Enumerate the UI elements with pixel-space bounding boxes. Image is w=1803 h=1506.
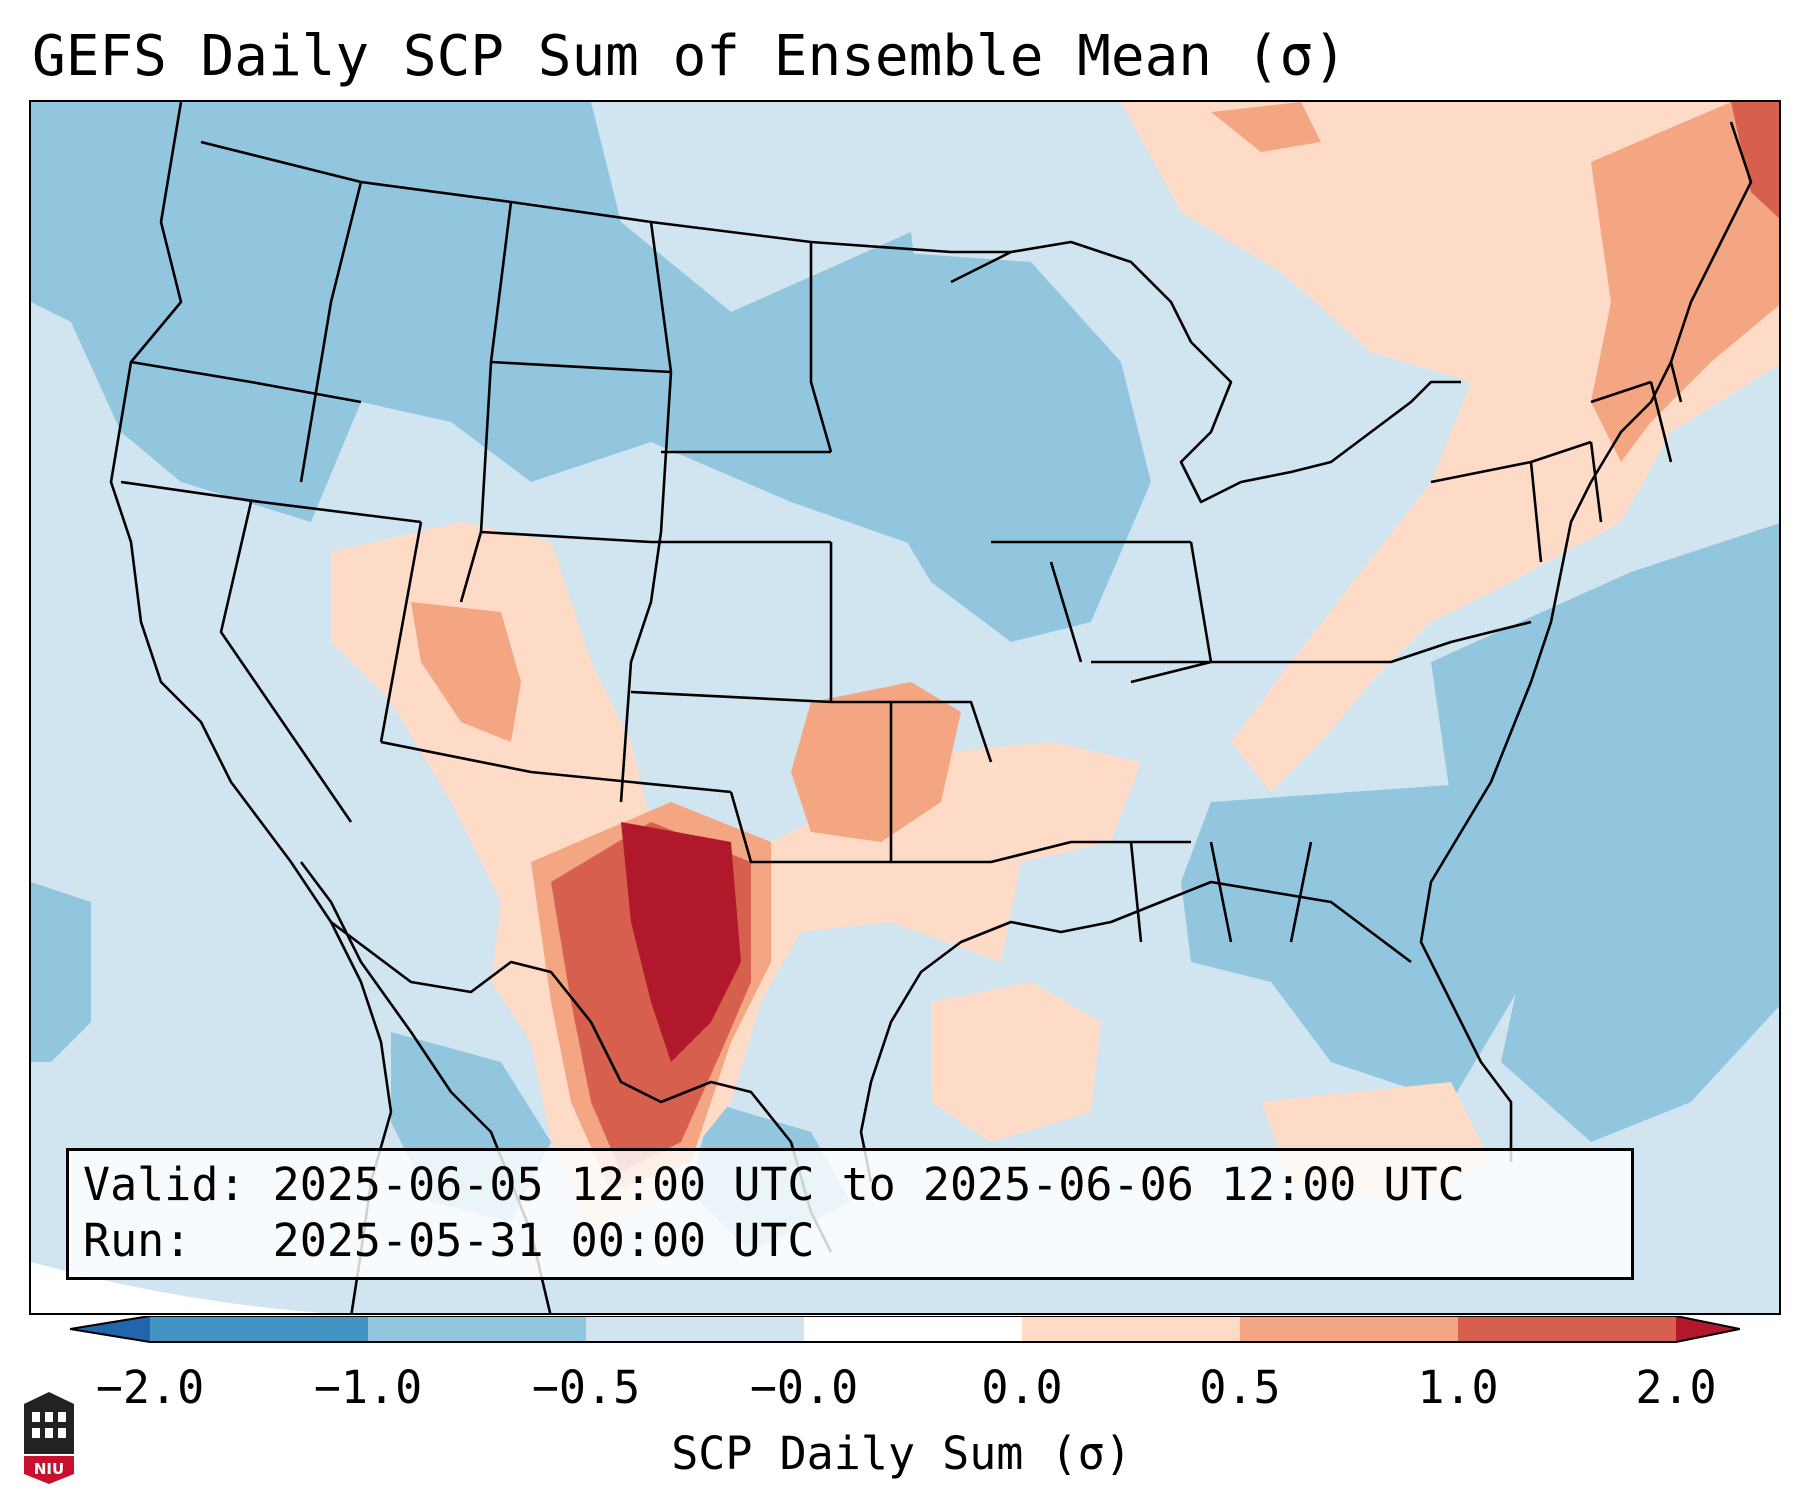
colorbar-tick-label: −1.0 [313,1361,423,1414]
map-canvas [31,102,1779,1313]
colorbar-tick-label: −2.0 [95,1361,205,1414]
run-time-text: Run: 2025-05-31 00:00 UTC [83,1214,815,1267]
valid-run-info-box: Valid: 2025-06-05 12:00 UTC to 2025-06-0… [66,1148,1634,1280]
niu-logo [24,1392,74,1484]
new-england-moderate-positive-region [1591,102,1779,462]
colorbar-outline [70,1316,1740,1343]
colorbar-tick-label: 2.0 [1635,1361,1717,1414]
northeast-state-boundaries [1430,361,1683,563]
canada-moderate-positive-spot [1211,102,1321,152]
colorbar-tick-label: 1.0 [1417,1361,1499,1414]
colorbar [70,1316,1740,1343]
colorbar-label: SCP Daily Sum (σ) [671,1427,1132,1480]
colorbar-bin-5 [1240,1316,1458,1342]
colorbar-tick-label: −0.5 [531,1361,641,1414]
western-atlantic-negative-region [1431,523,1779,1142]
colorbar-bin-6 [1458,1316,1676,1342]
colorbar-bin-1 [150,1316,368,1342]
maine-high-positive-region [1731,102,1779,219]
colorbar-under-extension [70,1316,150,1342]
positive-anomaly-regions [331,102,1779,1232]
colorbar-bin-4 [1022,1316,1240,1342]
east-coast-outline [1419,121,1753,1162]
gulf-coast-outline [859,880,1412,1183]
gulf-weak-positive-region [931,982,1101,1142]
colorbar-tick-label: 0.0 [981,1361,1063,1414]
colorbar-tick-label: 0.5 [1199,1361,1281,1414]
colorbar-over-extension [1676,1316,1740,1342]
niu-logo-text: NIU [33,1460,65,1478]
state-boundaries [120,181,1532,943]
colorbar-zero-bin [804,1316,1022,1342]
out-of-projection-corner [31,1262,324,1313]
great-lakes-outline [950,240,1461,504]
map-panel [29,100,1781,1315]
west-coast-outline [109,102,393,1313]
oklahoma-moderate-positive-region [791,682,961,842]
pacific-northwest-negative-region [31,102,1071,572]
west-texas-extreme-positive-region [621,822,741,1062]
northern-plains-negative-region [851,252,1151,642]
map-outlines [109,102,1753,1313]
mexico-us-border [330,920,833,1253]
colorbar-tick-label: −0.0 [749,1361,859,1414]
colorbar-bin-3 [586,1316,804,1342]
chart-title: GEFS Daily SCP Sum of Ensemble Mean (σ) [32,24,1347,89]
valid-time-text: Valid: 2025-06-05 12:00 UTC to 2025-06-0… [83,1158,1465,1211]
colorbar-bin-2 [368,1316,586,1342]
pacific-coast-negative-region [31,882,91,1062]
utah-moderate-positive-region [411,602,521,742]
